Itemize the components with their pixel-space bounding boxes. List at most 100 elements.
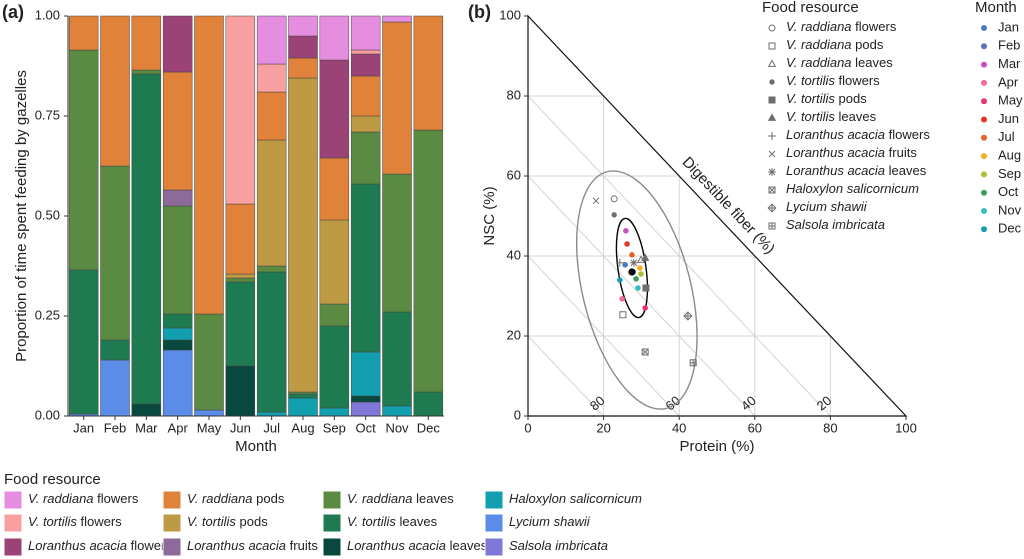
name-part: V. (28, 491, 39, 506)
name-part: salicornicum (566, 491, 642, 506)
bar-segment (162, 205, 193, 315)
y-tick-label: 0.25 (35, 307, 60, 322)
name-part: shawii (827, 199, 868, 214)
legend-swatch (322, 490, 342, 510)
bar-segment (131, 69, 162, 75)
bar-segment (350, 115, 381, 133)
bar-segment (194, 409, 224, 417)
legend-title: Month (975, 0, 1017, 16)
name-part: leaves (446, 538, 488, 553)
bar-segment (256, 91, 287, 141)
name-part: Lycium (786, 199, 827, 214)
resource-point (689, 359, 697, 367)
bar-segment (319, 325, 350, 409)
legend-label: V. raddiana flowers (786, 19, 897, 34)
y-tick-label: 0.50 (35, 207, 60, 222)
name-part: fruits (286, 538, 318, 553)
bar-segment (350, 395, 381, 403)
legend-label: Loranthus acacia flowers (28, 538, 172, 553)
bar-segment (350, 183, 381, 353)
name-part: raddiana (39, 491, 93, 506)
resource-point (615, 258, 624, 267)
legend-symbol (767, 203, 777, 213)
legend-symbol (768, 186, 776, 194)
bar-segment (100, 165, 130, 341)
legend-symbol (981, 189, 987, 196)
name-part: Loranthus (786, 145, 844, 160)
bar-segment (100, 15, 130, 167)
name-part: flowers (835, 73, 880, 88)
name-part: acacia (245, 538, 286, 553)
fiber-axis-title: Digestible fiber (%) (679, 154, 778, 258)
y-tick-label: 40 (507, 247, 521, 262)
legend-label: Salsola imbricata (509, 538, 608, 553)
legend-symbol (981, 208, 987, 214)
confidence-ellipse (575, 170, 698, 410)
name-part: pods (236, 514, 268, 529)
legend-label: Loranthus acacia fruits (786, 145, 917, 160)
legend-label: Sep (998, 166, 1021, 181)
name-part: leaves (852, 55, 894, 70)
name-part: raddiana (797, 37, 851, 52)
bar-segment (319, 219, 350, 305)
name-part: V. (786, 37, 797, 52)
name-part: flowers (94, 491, 139, 506)
legend-symbol (981, 43, 987, 50)
x-tick-label: May (197, 420, 222, 435)
bar-segment (100, 339, 130, 361)
fiber-tick-label: 40 (738, 393, 759, 414)
resource-point (619, 311, 627, 319)
name-part: imbricata (829, 217, 885, 232)
legend-label: V. tortilis flowers (786, 73, 880, 88)
legend-label: V. raddiana leaves (786, 55, 893, 70)
name-part: pods (253, 491, 285, 506)
month-point (638, 271, 644, 277)
bar-segment (256, 63, 287, 93)
bar-segment (131, 15, 162, 71)
bar-segment (256, 411, 287, 417)
legend-label: V. tortilis pods (187, 514, 268, 529)
bar-segment (162, 349, 193, 417)
bar-segment (350, 401, 381, 417)
legend-label: Haloxylon salicornicum (786, 181, 919, 196)
name-part: Loranthus (786, 127, 844, 142)
month-point (622, 262, 628, 268)
resource-point (610, 195, 618, 203)
legend-label: V. tortilis flowers (28, 514, 122, 529)
name-part: tortilis (797, 109, 835, 124)
mean-point (628, 268, 636, 276)
bar-segment (288, 397, 318, 417)
triangle-border (527, 14, 908, 417)
month-point (624, 241, 630, 247)
legend-swatch (484, 537, 504, 557)
month-point (633, 276, 639, 282)
bar-segment (288, 391, 318, 395)
legend-label: Oct (998, 184, 1019, 199)
legend-swatch (3, 490, 23, 510)
name-part: V. (187, 491, 198, 506)
fiber-tick-label: 20 (814, 393, 835, 414)
name-part: raddiana (797, 19, 851, 34)
bar-segment (382, 21, 412, 175)
bar-segment (225, 273, 256, 279)
legend-symbol (767, 59, 777, 67)
name-part: acacia (86, 538, 127, 553)
legend-symbol (768, 168, 776, 176)
panel-label: (a) (2, 2, 24, 22)
x-axis-title: Month (235, 438, 277, 455)
month-point (629, 252, 635, 258)
legend-swatch (3, 513, 23, 533)
bar-segment (225, 203, 256, 275)
resource-point (683, 311, 693, 321)
y-tick-label: 100 (499, 7, 521, 22)
name-part: tortilis (39, 514, 77, 529)
month-point (617, 277, 623, 283)
name-part: acacia (844, 145, 885, 160)
bar-segment (225, 365, 256, 417)
fiber-grid-line (527, 255, 680, 417)
y-tick-label: 80 (507, 87, 521, 102)
fiber-grid-line (527, 95, 831, 417)
bar-segment (413, 15, 444, 131)
name-part: acacia (844, 163, 885, 178)
y-tick-label: 60 (507, 167, 521, 182)
